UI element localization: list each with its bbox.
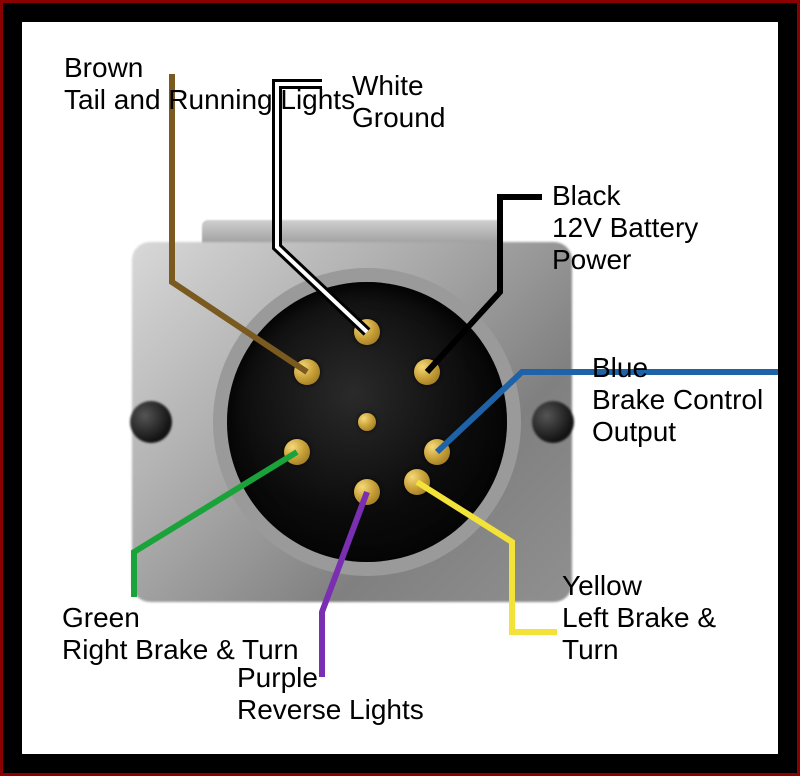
label-green: Green Right Brake & Turn [62, 602, 299, 666]
wiring-diagram-frame: Brown Tail and Running Lights White Grou… [0, 0, 800, 776]
pin-black [414, 359, 440, 385]
pin-center [358, 413, 376, 431]
label-desc: Right Brake & Turn [62, 634, 299, 666]
label-yellow: Yellow Left Brake & Turn [562, 570, 778, 667]
label-desc: Reverse Lights [237, 694, 424, 726]
pin-brown [294, 359, 320, 385]
label-title: Blue [592, 352, 778, 384]
label-desc: 12V Battery Power [552, 212, 778, 276]
label-black: Black 12V Battery Power [552, 180, 778, 277]
label-desc: Brake Control Output [592, 384, 778, 448]
pin-purple [354, 479, 380, 505]
label-title: Green [62, 602, 299, 634]
pin-yellow [404, 469, 430, 495]
label-desc: Left Brake & Turn [562, 602, 778, 666]
label-title: Brown [64, 52, 355, 84]
label-blue: Blue Brake Control Output [592, 352, 778, 449]
pin-blue [424, 439, 450, 465]
label-title: Black [552, 180, 778, 212]
label-desc: Ground [352, 102, 445, 134]
pin-green [284, 439, 310, 465]
label-white: White Ground [352, 70, 445, 134]
label-desc: Tail and Running Lights [64, 84, 355, 116]
label-title: White [352, 70, 445, 102]
label-title: Yellow [562, 570, 778, 602]
label-title: Purple [237, 662, 424, 694]
pin-white [354, 319, 380, 345]
label-brown: Brown Tail and Running Lights [64, 52, 355, 116]
label-purple: Purple Reverse Lights [237, 662, 424, 726]
